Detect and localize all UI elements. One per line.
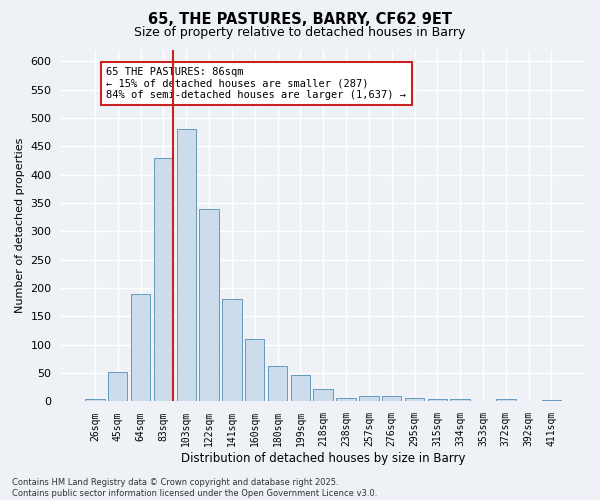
- Bar: [359, 396, 379, 402]
- Bar: [428, 398, 447, 402]
- Y-axis label: Number of detached properties: Number of detached properties: [15, 138, 25, 314]
- Bar: [131, 294, 150, 402]
- Bar: [382, 396, 401, 402]
- Bar: [519, 401, 538, 402]
- Bar: [222, 300, 242, 402]
- Bar: [496, 398, 515, 402]
- Text: Size of property relative to detached houses in Barry: Size of property relative to detached ho…: [134, 26, 466, 39]
- Bar: [405, 398, 424, 402]
- Bar: [108, 372, 127, 402]
- Bar: [268, 366, 287, 402]
- Bar: [154, 158, 173, 402]
- Bar: [313, 389, 333, 402]
- Bar: [85, 398, 104, 402]
- Bar: [451, 399, 470, 402]
- Bar: [245, 339, 265, 402]
- Bar: [473, 401, 493, 402]
- X-axis label: Distribution of detached houses by size in Barry: Distribution of detached houses by size …: [181, 452, 466, 465]
- Text: Contains HM Land Registry data © Crown copyright and database right 2025.
Contai: Contains HM Land Registry data © Crown c…: [12, 478, 377, 498]
- Bar: [290, 375, 310, 402]
- Bar: [542, 400, 561, 402]
- Bar: [337, 398, 356, 402]
- Text: 65, THE PASTURES, BARRY, CF62 9ET: 65, THE PASTURES, BARRY, CF62 9ET: [148, 12, 452, 28]
- Text: 65 THE PASTURES: 86sqm
← 15% of detached houses are smaller (287)
84% of semi-de: 65 THE PASTURES: 86sqm ← 15% of detached…: [106, 67, 406, 100]
- Bar: [199, 208, 219, 402]
- Bar: [176, 130, 196, 402]
